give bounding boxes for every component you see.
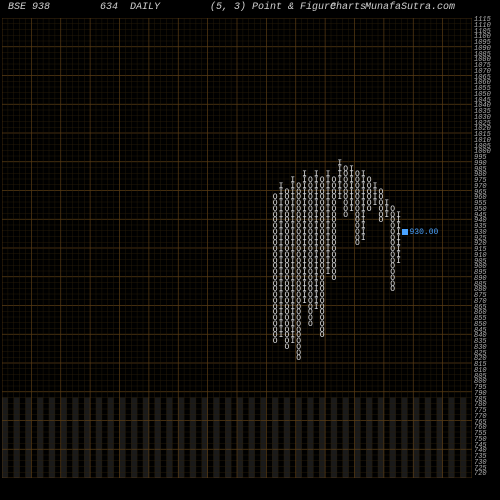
y-axis-tick: 720 <box>474 472 500 478</box>
code-label: 634 <box>100 2 118 13</box>
y-axis-labels: 1115111011051100109510901085108010751070… <box>472 18 500 478</box>
price-marker: 930.00 <box>402 228 439 237</box>
charts-label: Charts <box>330 2 366 13</box>
config-label: (5, 3) Point & Figure <box>210 2 336 13</box>
chart-header: BSE 938 634 DAILY (5, 3) Point & Figure … <box>0 2 500 16</box>
pnf-columns: OOOOOOOOOOOOOOOOOOOOOOOOOOIIIIIIIIIIIIII… <box>2 18 472 478</box>
site-label: MunafaSutra.com <box>365 2 455 13</box>
price-marker-value: 930.00 <box>410 228 439 237</box>
pnf-o-cell: O <box>329 276 339 282</box>
symbol-label: BSE 938 <box>8 2 50 13</box>
pnf-x-cell: I <box>394 259 404 265</box>
pnf-o-cell: O <box>388 287 398 293</box>
pnf-o-cell: O <box>306 322 316 328</box>
interval-label: DAILY <box>130 2 160 13</box>
pnf-o-cell: O <box>317 333 327 339</box>
pnf-x-cell: I <box>358 236 368 242</box>
price-marker-icon <box>402 229 408 235</box>
pnf-o-cell: O <box>294 356 304 362</box>
pnf-chart-area: OOOOOOOOOOOOOOOOOOOOOOOOOOIIIIIIIIIIIIII… <box>2 18 472 478</box>
